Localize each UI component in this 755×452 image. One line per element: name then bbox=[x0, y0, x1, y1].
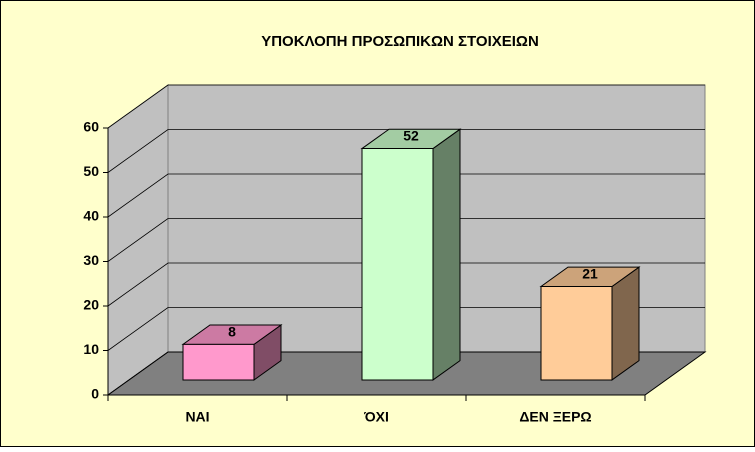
grid-line bbox=[107, 218, 705, 262]
bar bbox=[540, 286, 613, 381]
value-label: 8 bbox=[228, 323, 236, 339]
value-label: 52 bbox=[403, 128, 419, 144]
chart-title: ΥΠΟΚΛΟΠΗ ΠΡΟΣΩΠΙΚΩΝ ΣΤΟΙΧΕΙΩΝ bbox=[261, 33, 539, 50]
x-tick-label: ΔΕΝ ΞΕΡΩ bbox=[519, 409, 591, 425]
y-tick-label: 30 bbox=[83, 252, 99, 268]
y-tick-label: 40 bbox=[83, 208, 99, 224]
y-tick-label: 20 bbox=[83, 297, 99, 313]
x-tick-label: ΝΑΙ bbox=[185, 409, 209, 425]
y-tick-label: 50 bbox=[83, 163, 99, 179]
grid-line bbox=[107, 262, 705, 307]
y-tick-label: 0 bbox=[91, 386, 99, 402]
grid-line bbox=[107, 307, 705, 351]
y-tick-label: 10 bbox=[83, 341, 99, 357]
bar bbox=[361, 148, 434, 381]
grid-line bbox=[107, 129, 705, 173]
x-tick-label: ΌΧΙ bbox=[363, 409, 389, 425]
y-tick-label: 60 bbox=[83, 119, 99, 135]
grid-line bbox=[107, 351, 705, 396]
bar-side bbox=[432, 128, 461, 381]
value-label: 21 bbox=[582, 266, 598, 282]
grid-line bbox=[107, 173, 705, 218]
bar bbox=[182, 343, 255, 381]
grid-line bbox=[107, 84, 705, 129]
